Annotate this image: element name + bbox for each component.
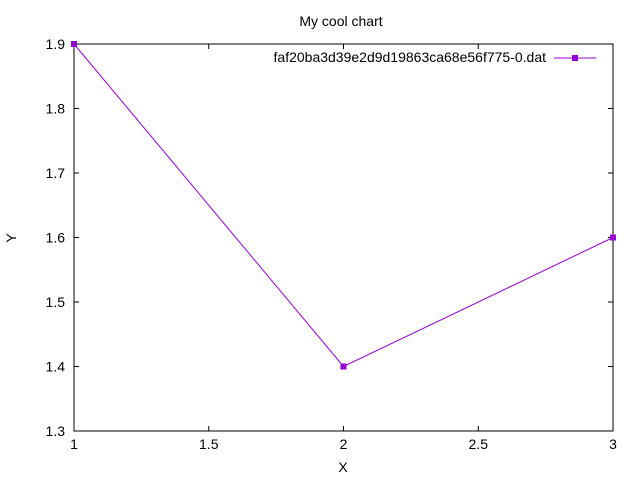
data-point <box>610 234 616 241</box>
plot-frame <box>73 43 614 432</box>
y-tick-label: 1.6 <box>46 230 66 246</box>
x-tick-label: 2.5 <box>469 436 489 452</box>
x-tick-label: 1 <box>70 436 78 452</box>
x-tick-label: 2 <box>340 436 348 452</box>
legend-marker <box>572 55 578 61</box>
data-point <box>71 41 77 47</box>
legend: faf20ba3d39e2d9d19863ca68e56f775-0.dat <box>274 49 596 65</box>
legend-label: faf20ba3d39e2d9d19863ca68e56f775-0.dat <box>274 49 547 65</box>
x-axis-label: X <box>338 459 348 475</box>
x-tick-label: 1.5 <box>199 436 219 452</box>
y-axis-label: Y <box>3 233 19 243</box>
x-tick-label: 3 <box>609 436 617 452</box>
chart-title: My cool chart <box>299 13 382 29</box>
y-tick-label: 1.7 <box>46 165 66 181</box>
y-tick-label: 1.8 <box>46 101 66 117</box>
plot-border <box>73 43 614 432</box>
y-tick-label: 1.9 <box>46 36 66 52</box>
y-tick-label: 1.3 <box>46 423 66 439</box>
series-line <box>73 43 614 368</box>
series-layer <box>71 41 616 370</box>
axis-ticks: 1 1.5 2 2.5 3 1.3 1.4 1.5 1.6 1.7 1.8 1.9 <box>46 36 618 452</box>
y-tick-label: 1.5 <box>46 294 66 310</box>
y-tick-label: 1.4 <box>46 359 66 375</box>
data-point <box>340 363 347 370</box>
